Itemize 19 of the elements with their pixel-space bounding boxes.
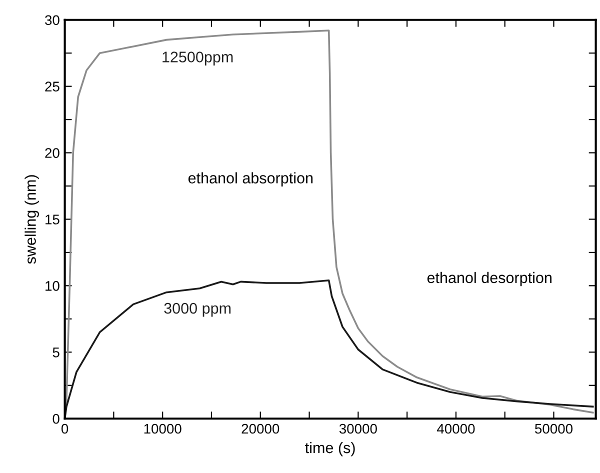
x-tick-label: 10000 [144, 424, 182, 434]
y-tick-label: 0 [52, 414, 60, 424]
series-label: 3000 ppm [164, 302, 231, 317]
y-tick-label: 5 [52, 348, 60, 358]
x-tick-label: 40000 [436, 424, 475, 434]
x-tick-label: 50000 [534, 424, 573, 434]
y-tick-label: 15 [46, 214, 60, 224]
annotation: ethanol desorption [427, 272, 552, 286]
y-axis-title: swelling (nm) [24, 175, 39, 264]
x-tick-label: 20000 [242, 424, 280, 434]
annotation: ethanol absorption [188, 172, 313, 186]
y-tick-label: 10 [46, 281, 60, 291]
y-tick-label: 30 [45, 15, 60, 26]
x-axis-title: time (s) [305, 442, 355, 456]
x-tick-label: 30000 [339, 424, 377, 434]
y-tick-label: 20 [45, 148, 60, 158]
x-tick-label: 0 [61, 424, 68, 434]
series-label: 12500ppm [162, 52, 233, 66]
y-tick-label: 25 [45, 82, 60, 92]
